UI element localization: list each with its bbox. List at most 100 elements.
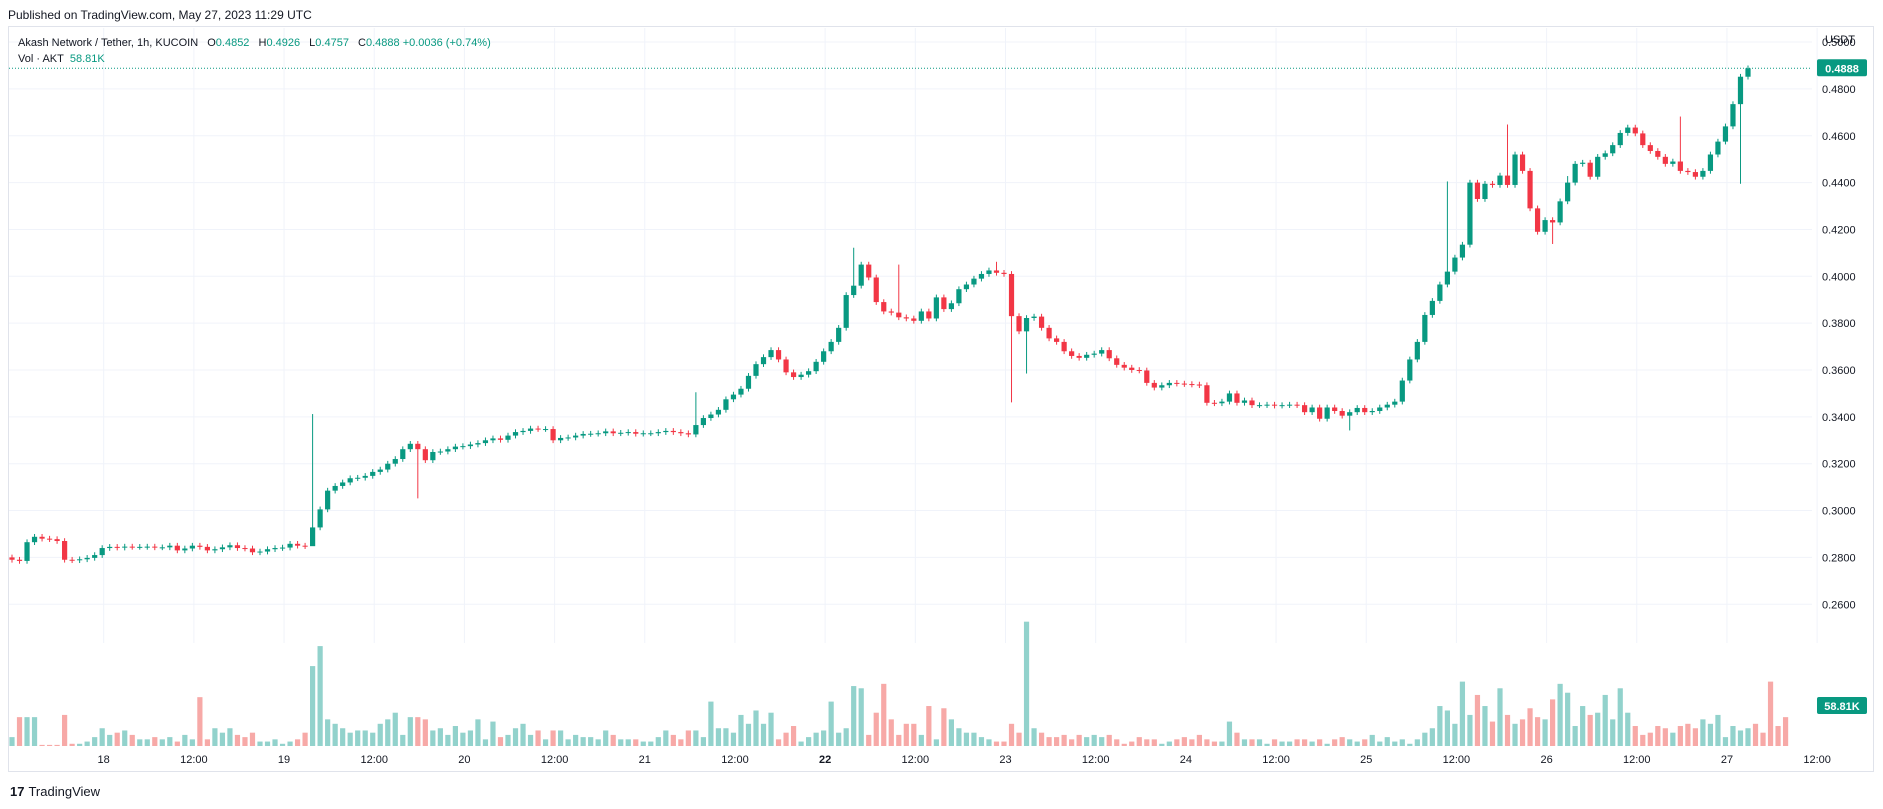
price-tick-label: 0.3800 [1822, 318, 1856, 330]
volume-bar [1099, 737, 1105, 746]
candle-body [1557, 201, 1563, 223]
price-tick-label: 0.4000 [1822, 271, 1856, 283]
candle-body [159, 547, 165, 549]
candle-body [941, 297, 947, 310]
candle-body [430, 451, 436, 461]
time-tick-label: 18 [98, 754, 110, 766]
candle-body [1196, 384, 1202, 386]
candle-body [227, 545, 233, 548]
volume-bar [866, 734, 872, 746]
candle-body [888, 311, 894, 313]
candle-body [1745, 68, 1751, 77]
candle-body [505, 435, 511, 440]
low-label: L [309, 37, 316, 49]
volume-bar [1317, 739, 1323, 746]
candle-body [775, 350, 782, 360]
volume-bar [1407, 743, 1413, 746]
volume-bar [1151, 739, 1157, 746]
time-tick-label: 12:00 [180, 754, 208, 766]
candle-body [655, 432, 661, 434]
volume-bar [768, 712, 774, 746]
candle-body [1677, 161, 1683, 171]
candle-body [1294, 404, 1300, 406]
candle-body [272, 548, 278, 550]
candle-body [1392, 401, 1398, 405]
candle-body [1580, 162, 1586, 164]
volume-bar [512, 728, 519, 746]
candle-body [332, 485, 338, 491]
candle-body [806, 371, 812, 375]
volume-bar [948, 719, 954, 746]
last-volume-label: 58.81K [1824, 701, 1860, 713]
volume-bar [730, 732, 737, 746]
volume-bar [332, 723, 338, 746]
volume-bar [294, 739, 301, 746]
volume-bar [1347, 739, 1353, 746]
candle-body [1617, 132, 1623, 146]
price-tick-label: 0.3400 [1822, 412, 1856, 424]
candle-body [1241, 400, 1248, 403]
volume-bar [918, 734, 924, 746]
candle-body [866, 264, 872, 278]
candle-body [204, 546, 210, 551]
price-tick-label: 0.4400 [1822, 178, 1856, 190]
candle-body [1399, 380, 1405, 402]
volume-bar [1534, 717, 1541, 746]
candle-body [1001, 272, 1007, 274]
candle-body [1046, 327, 1052, 339]
candle-body [167, 545, 173, 548]
candle-body [745, 375, 752, 389]
candle-body [437, 451, 443, 453]
volume-bar [896, 734, 902, 746]
volume-label[interactable]: Vol · AKT [18, 53, 64, 65]
candle-body [1256, 405, 1263, 407]
volume-bar [858, 688, 864, 746]
candle-body [978, 273, 985, 279]
volume-bar [1031, 728, 1037, 746]
candle-body [69, 559, 75, 561]
candle-body [1144, 370, 1150, 383]
candle-body [362, 475, 368, 478]
volume-bar [77, 743, 83, 746]
currency-label: USDT [1825, 34, 1855, 46]
volume-bar [370, 732, 376, 746]
volume-bar [798, 741, 804, 746]
symbol-title[interactable]: Akash Network / Tether, 1h, KUCOIN [18, 37, 199, 49]
candle-body [189, 545, 195, 549]
candle-body [385, 463, 391, 470]
volume-bar [1662, 728, 1668, 746]
tradingview-footer[interactable]: 17 TradingView [10, 784, 100, 799]
volume-bar [325, 719, 331, 746]
volume-bar [355, 730, 361, 746]
volume-bar [580, 737, 586, 746]
candle-body [1565, 182, 1571, 202]
volume-bar [1234, 732, 1240, 746]
volume-bar [753, 710, 759, 746]
candle-body [302, 545, 308, 547]
volume-bar [129, 734, 135, 746]
candle-body [1121, 364, 1127, 368]
candle-body [310, 527, 316, 547]
candle-body [640, 433, 646, 435]
candle-body [633, 432, 639, 434]
time-tick-label: 27 [1721, 754, 1733, 766]
candle-body [1031, 316, 1037, 319]
volume-bar [264, 741, 271, 746]
candle-body [1136, 370, 1142, 372]
price-tick-label: 0.4200 [1822, 224, 1856, 236]
candle-body [347, 478, 353, 483]
volume-bar [1061, 734, 1067, 746]
candle-body [144, 546, 150, 548]
volume-bar [1144, 739, 1150, 746]
candle-body [798, 374, 804, 378]
candle-body [1204, 385, 1210, 403]
candle-body [1482, 183, 1488, 200]
time-tick-label: 20 [458, 754, 470, 766]
candle-body [858, 264, 864, 286]
volume-bar [821, 730, 827, 746]
price-tick-label: 0.2600 [1822, 599, 1856, 611]
candle-body [1159, 385, 1165, 388]
volume-bar [1023, 621, 1030, 746]
candle-body [317, 509, 323, 528]
